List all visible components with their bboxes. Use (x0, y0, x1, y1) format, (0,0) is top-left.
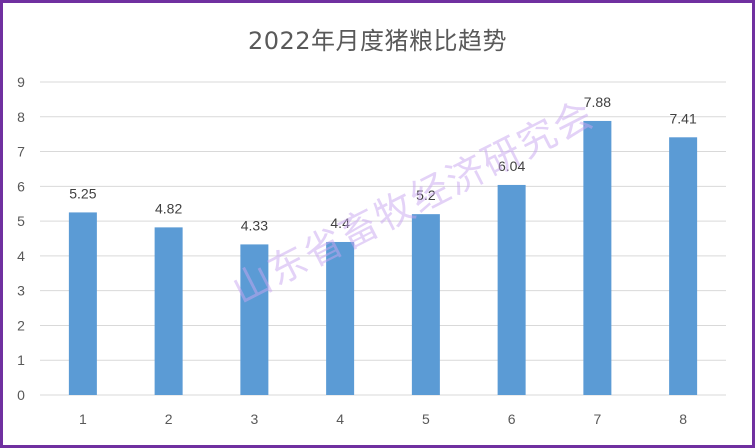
bar (240, 244, 269, 395)
data-label: 4.4 (330, 215, 350, 231)
y-tick-label: 1 (17, 352, 25, 368)
x-tick-label: 7 (593, 411, 601, 427)
x-tick-label: 2 (165, 411, 173, 427)
data-label: 4.82 (155, 200, 182, 216)
x-tick-label: 1 (79, 411, 87, 427)
bar (411, 214, 440, 395)
y-tick-label: 3 (17, 283, 25, 299)
y-tick-label: 9 (17, 74, 25, 90)
data-label: 4.33 (241, 217, 268, 233)
x-tick-label: 3 (250, 411, 258, 427)
bar (68, 212, 97, 395)
data-label: 5.2 (416, 187, 436, 203)
data-label: 7.88 (584, 94, 611, 110)
data-label: 5.25 (69, 185, 96, 201)
bar (497, 184, 526, 395)
data-label: 7.41 (670, 110, 697, 126)
y-tick-label: 6 (17, 178, 25, 194)
bar (326, 241, 355, 395)
y-tick-label: 5 (17, 213, 25, 229)
x-tick-label: 5 (422, 411, 430, 427)
bar (669, 137, 698, 395)
x-tick-label: 8 (679, 411, 687, 427)
y-tick-label: 7 (17, 144, 25, 160)
bar (154, 227, 183, 395)
bar (583, 120, 612, 395)
y-tick-label: 2 (17, 317, 25, 333)
y-tick-label: 8 (17, 109, 25, 125)
y-tick-label: 4 (17, 248, 25, 264)
x-tick-label: 6 (508, 411, 516, 427)
bar-chart: 01234567895.2514.8224.3334.445.256.0467.… (17, 74, 726, 427)
chart-title: 2022年月度猪粮比趋势 (247, 27, 508, 55)
y-tick-label: 0 (17, 387, 25, 403)
data-label: 6.04 (498, 158, 525, 174)
x-tick-label: 4 (336, 411, 344, 427)
